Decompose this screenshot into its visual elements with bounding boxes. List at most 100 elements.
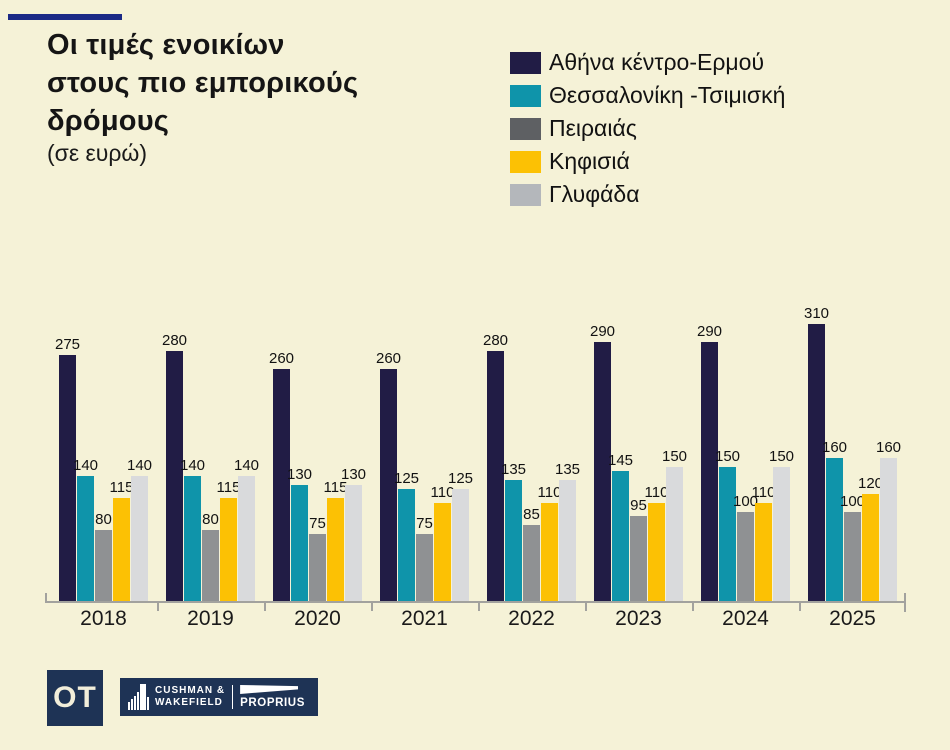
bar bbox=[434, 503, 451, 601]
bar-cell: 130 bbox=[341, 467, 366, 601]
bar-value-label: 290 bbox=[589, 323, 616, 340]
bar bbox=[666, 467, 683, 601]
ot-logo-text: OT bbox=[53, 681, 97, 714]
bar-cell: 130 bbox=[287, 467, 312, 601]
bar-cell: 150 bbox=[715, 449, 740, 601]
proprius-wordmark: PROPRIUS bbox=[240, 685, 304, 709]
bar-cell: 115 bbox=[110, 480, 133, 601]
bar-cell: 115 bbox=[217, 480, 240, 601]
legend-label: Αθήνα κέντρο-Ερμού bbox=[549, 49, 765, 75]
bar-value-label: 260 bbox=[375, 350, 402, 367]
bar-value-label: 100 bbox=[732, 493, 759, 510]
bar-group-2022: 280 135 85 110 135 bbox=[483, 333, 580, 601]
bar-group-2020: 260 130 75 115 130 bbox=[269, 351, 366, 601]
bar-value-label: 135 bbox=[500, 461, 527, 478]
bar-value-label: 130 bbox=[286, 466, 313, 483]
bar-cell: 100 bbox=[840, 494, 865, 601]
logo-divider bbox=[232, 685, 234, 709]
bar-cell: 110 bbox=[645, 485, 668, 601]
cw-line-1: CUSHMAN & bbox=[155, 685, 226, 696]
bar-value-label: 140 bbox=[233, 457, 260, 474]
bar bbox=[113, 498, 130, 601]
bar-value-label: 75 bbox=[309, 515, 326, 532]
legend-item: Κηφισιά bbox=[510, 148, 785, 174]
bar bbox=[273, 369, 290, 601]
bar-cell: 140 bbox=[127, 458, 152, 601]
bar-cell: 145 bbox=[608, 453, 633, 601]
bar bbox=[452, 489, 469, 601]
bar-value-label: 80 bbox=[202, 511, 219, 528]
bar-cell: 310 bbox=[804, 306, 829, 601]
legend-item: Πειραιάς bbox=[510, 115, 785, 141]
bar-cell: 125 bbox=[394, 471, 419, 601]
bar-value-label: 115 bbox=[323, 479, 348, 496]
bar-value-label: 125 bbox=[447, 470, 474, 487]
bar-cell: 80 bbox=[202, 512, 219, 601]
cushman-wakefield-proprius-logo: CUSHMAN & WAKEFIELD PROPRIUS bbox=[120, 678, 318, 716]
bar-cell: 135 bbox=[555, 462, 580, 601]
bar-value-label: 80 bbox=[95, 511, 112, 528]
bar-value-label: 290 bbox=[696, 323, 723, 340]
bar bbox=[826, 458, 843, 601]
bar bbox=[59, 355, 76, 601]
x-axis-label-2022: 2022 bbox=[508, 607, 555, 630]
cw-line-2: WAKEFIELD bbox=[155, 697, 223, 708]
bar-group-2018: 275 140 80 115 140 bbox=[55, 337, 152, 601]
bar bbox=[505, 480, 522, 601]
legend-swatch bbox=[510, 84, 541, 107]
x-axis-labels: 2018 2019 2020 2021 2022 2023 2024 2025 bbox=[59, 607, 897, 631]
bar-value-label: 110 bbox=[430, 484, 455, 501]
bar-group-2021: 260 125 75 110 125 bbox=[376, 351, 473, 601]
bar-cell: 75 bbox=[416, 516, 433, 601]
bar bbox=[737, 512, 754, 601]
x-axis-tick bbox=[799, 603, 801, 611]
bar-value-label: 130 bbox=[340, 466, 367, 483]
bar bbox=[220, 498, 237, 601]
bar-cell: 160 bbox=[876, 440, 901, 601]
bar-cell: 120 bbox=[858, 476, 883, 601]
x-axis-label-2019: 2019 bbox=[187, 607, 234, 630]
cushman-wakefield-wordmark: CUSHMAN & WAKEFIELD bbox=[155, 685, 225, 709]
bar bbox=[612, 471, 629, 601]
bar-cell: 280 bbox=[162, 333, 187, 601]
bar bbox=[309, 534, 326, 601]
bar-cell: 80 bbox=[95, 512, 112, 601]
x-axis-right-cap bbox=[904, 593, 906, 612]
bar bbox=[166, 351, 183, 601]
bar-cell: 150 bbox=[662, 449, 687, 601]
bar-cell: 125 bbox=[448, 471, 473, 601]
bar-group-2023: 290 145 95 110 150 bbox=[590, 324, 687, 601]
bar bbox=[487, 351, 504, 601]
bar-value-label: 150 bbox=[714, 448, 741, 465]
legend-label: Γλυφάδα bbox=[549, 181, 640, 207]
bar bbox=[131, 476, 148, 601]
x-axis-label-2023: 2023 bbox=[615, 607, 662, 630]
bar-value-label: 140 bbox=[126, 457, 153, 474]
bar-chart-plot-area: 275 140 80 115 140 280 140 80 115 140 260 130 75 115 1… bbox=[55, 301, 901, 601]
page-title: Οι τιμές ενοικίων στους πιο εμπορικούς δ… bbox=[47, 26, 358, 140]
x-axis-line bbox=[45, 601, 906, 603]
bar-cell: 290 bbox=[697, 324, 722, 601]
bar-value-label: 150 bbox=[661, 448, 688, 465]
bar-value-label: 160 bbox=[875, 439, 902, 456]
bar-value-label: 110 bbox=[537, 484, 562, 501]
bar bbox=[701, 342, 718, 601]
bar bbox=[719, 467, 736, 601]
title-line-3: δρόμους bbox=[47, 105, 170, 137]
x-axis-label-2020: 2020 bbox=[294, 607, 341, 630]
bar-cell: 290 bbox=[590, 324, 615, 601]
bar-cell: 85 bbox=[523, 507, 540, 601]
bar bbox=[594, 342, 611, 601]
bar-cell: 140 bbox=[180, 458, 205, 601]
bar bbox=[773, 467, 790, 601]
bar-value-label: 275 bbox=[54, 336, 81, 353]
bar-cell: 150 bbox=[769, 449, 794, 601]
bar-value-label: 280 bbox=[482, 332, 509, 349]
bar bbox=[416, 534, 433, 601]
bar bbox=[202, 530, 219, 601]
bar bbox=[755, 503, 772, 601]
bar-cell: 75 bbox=[309, 516, 326, 601]
legend-swatch bbox=[510, 150, 541, 173]
bar-cell: 160 bbox=[822, 440, 847, 601]
bar-cell: 115 bbox=[324, 480, 347, 601]
